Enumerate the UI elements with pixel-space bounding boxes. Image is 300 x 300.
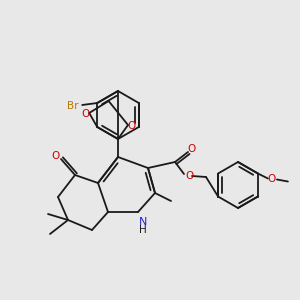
Text: O: O <box>185 171 193 181</box>
Text: O: O <box>268 175 276 184</box>
Text: O: O <box>81 109 89 119</box>
Text: O: O <box>128 121 136 131</box>
Text: N: N <box>139 217 147 227</box>
Text: O: O <box>52 151 60 161</box>
Text: O: O <box>188 144 196 154</box>
Text: Br: Br <box>68 101 79 111</box>
Text: H: H <box>139 225 147 235</box>
